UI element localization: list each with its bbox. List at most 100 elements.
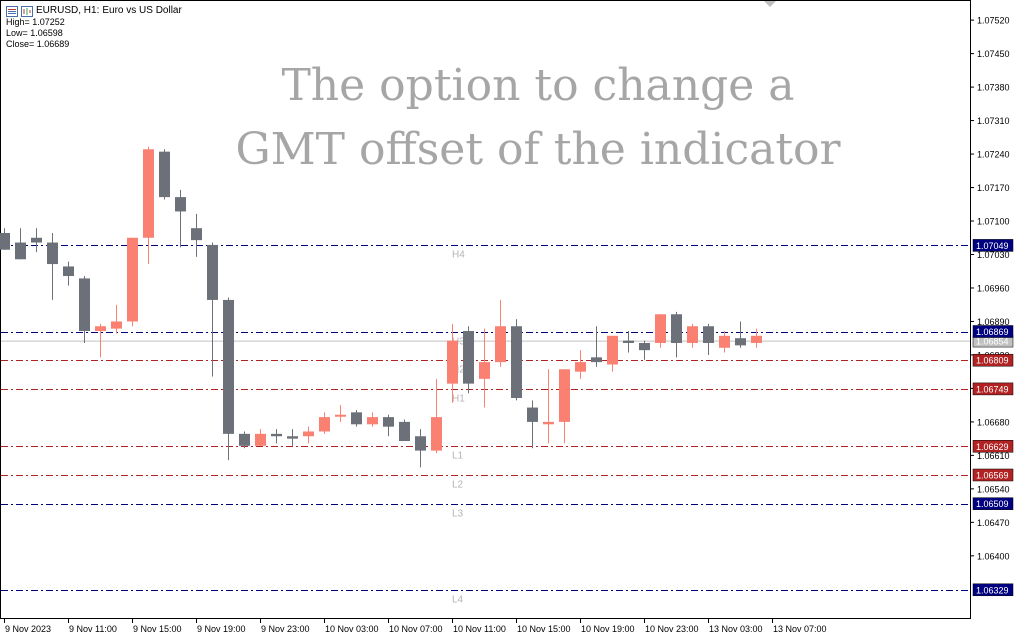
level-label-l3: L3 <box>452 509 464 520</box>
candle <box>31 228 42 253</box>
candle-body <box>31 237 42 243</box>
svg-text:1.06854: 1.06854 <box>976 337 1009 347</box>
x-tick-label: 10 Nov 15:00 <box>517 624 571 634</box>
candle <box>239 431 250 449</box>
candle <box>415 429 426 468</box>
candle <box>591 326 602 367</box>
candle-body <box>47 242 58 265</box>
x-tick-label: 10 Nov 03:00 <box>325 624 379 634</box>
level-price-tag-h1: 1.06749 <box>972 382 1014 396</box>
candle-body <box>511 326 522 398</box>
candle <box>575 350 586 379</box>
candle <box>79 276 90 343</box>
plot-frame <box>0 0 971 619</box>
candle <box>223 297 234 461</box>
close-value: Close= 1.06689 <box>6 39 70 49</box>
svg-text:1.06629: 1.06629 <box>976 442 1009 452</box>
candle <box>351 409 362 427</box>
overlay-line-2: GMT offset of the indicator <box>235 124 841 175</box>
candle-body <box>399 421 410 442</box>
svg-text:1.06749: 1.06749 <box>976 384 1009 394</box>
y-tick-label: 1.06400 <box>977 551 1010 561</box>
candle <box>143 146 154 265</box>
x-tick-label: 9 Nov 15:00 <box>133 624 182 634</box>
y-tick-label: 1.06680 <box>977 417 1010 427</box>
y-tick-label: 1.06890 <box>977 317 1010 327</box>
candle-body <box>111 321 122 329</box>
candle-body <box>79 278 90 332</box>
candle-body <box>127 237 138 322</box>
symbol-list-icon[interactable] <box>6 5 18 17</box>
svg-text:1.07049: 1.07049 <box>976 241 1009 251</box>
candle <box>127 237 138 327</box>
candle-body <box>751 335 762 343</box>
y-tick-label: 1.07240 <box>977 150 1010 160</box>
svg-text:1.06569: 1.06569 <box>976 470 1009 480</box>
level-label-h1: H1 <box>452 394 465 405</box>
candle <box>383 414 394 437</box>
candle <box>335 405 346 422</box>
candle-body <box>143 149 154 238</box>
candle <box>303 426 314 444</box>
y-tick-label: 1.07170 <box>977 183 1010 193</box>
level-price-tag-l1: 1.06629 <box>972 440 1014 453</box>
x-tick-label: 9 Nov 11:00 <box>69 624 117 634</box>
svg-text:1.06509: 1.06509 <box>976 499 1009 509</box>
svg-text:1.06809: 1.06809 <box>976 356 1009 366</box>
candle <box>367 412 378 427</box>
level-price-tag-h3: 1.06869 <box>972 325 1014 338</box>
high-value: High= 1.07252 <box>6 17 65 27</box>
candle <box>159 149 170 200</box>
candle-body <box>687 326 698 343</box>
chart-window-icon[interactable] <box>21 5 33 17</box>
candle-body <box>655 314 666 343</box>
candle <box>447 323 458 403</box>
x-tick-label: 13 Nov 07:00 <box>773 624 827 634</box>
candle-body <box>287 436 298 439</box>
candle-body <box>383 417 394 427</box>
candle-body <box>367 417 378 425</box>
promo-overlay-text: The option to change a GMT offset of the… <box>188 54 888 182</box>
candle <box>63 261 74 286</box>
x-tick-label: 10 Nov 11:00 <box>453 624 506 634</box>
candle <box>479 328 490 408</box>
candle-body <box>639 342 650 351</box>
candle <box>15 228 26 260</box>
candle-body <box>15 242 26 260</box>
x-tick-label: 9 Nov 2023 <box>5 624 51 634</box>
candle-body <box>463 331 474 384</box>
candle-body <box>703 326 714 343</box>
candle <box>287 429 298 446</box>
candle <box>255 429 266 446</box>
candle-body <box>255 433 266 446</box>
chart-symbol-description: Euro vs US Dollar <box>102 5 182 16</box>
candle <box>191 213 202 257</box>
candle-body <box>191 228 202 241</box>
x-tick-label: 13 Nov 03:00 <box>709 624 763 634</box>
candle-body <box>0 232 10 250</box>
candle-body <box>223 299 234 434</box>
candle-body <box>415 436 426 451</box>
candle <box>47 232 58 300</box>
candle-body <box>623 340 634 343</box>
svg-text:1.06329: 1.06329 <box>976 585 1009 595</box>
candle <box>207 242 218 377</box>
chart-header: EURUSD, H1: Euro vs US Dollar High= 1.07… <box>6 5 182 50</box>
candle <box>687 323 698 348</box>
candle-body <box>271 433 282 437</box>
candle-body <box>559 369 570 422</box>
candle <box>719 331 730 353</box>
candle-body <box>63 266 74 277</box>
candle-body <box>319 417 330 432</box>
level-label-h2: H2 <box>452 365 465 376</box>
candle-body <box>527 407 538 422</box>
candle <box>95 323 106 358</box>
candle <box>399 419 410 442</box>
level-price-tag-l2: 1.06569 <box>972 468 1014 482</box>
candle <box>111 304 122 334</box>
y-tick-label: 1.07380 <box>977 83 1010 93</box>
y-tick-label: 1.06960 <box>977 283 1010 293</box>
scroll-shift-marker[interactable] <box>764 1 776 7</box>
x-tick-label: 9 Nov 23:00 <box>261 624 310 634</box>
